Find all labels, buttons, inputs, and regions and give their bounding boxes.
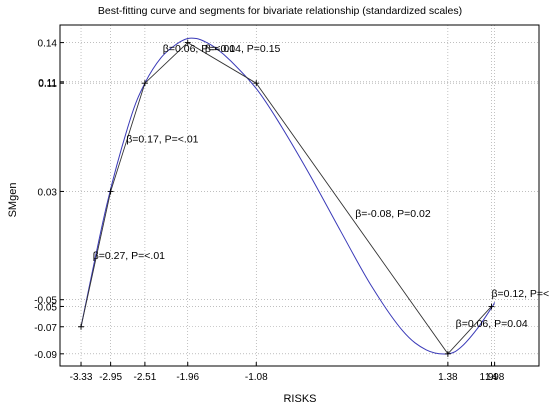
x-tick-label: -3.33 [70, 372, 93, 383]
y-axis-label: SMgen [7, 183, 19, 218]
y-tick-label: 0.03 [38, 187, 58, 198]
x-tick-label: 4 [492, 372, 498, 383]
segment-annotation: β=0.27, P=<.01 [93, 250, 165, 262]
y-tick-label: -0.05 [34, 302, 57, 313]
segment-point [488, 303, 495, 310]
segment-point [253, 80, 260, 87]
segment-point [184, 39, 191, 46]
segment-point [141, 80, 148, 87]
grid [60, 25, 539, 366]
annotations: β=0.27, P=<.01 β=0.17, P=<.01 β=0.06, P=<.… [93, 43, 550, 330]
segment-line [80, 42, 492, 355]
y-tick-label: 0.11 [38, 78, 57, 89]
segment-annotation: β=0.17, P=<.01 [126, 134, 198, 146]
x-tick-label: 1.98 [485, 372, 505, 383]
segment-annotation: β=0.06, P=<.01 [163, 43, 235, 55]
segment-annotation: β=0.06, P=0.04 [456, 318, 528, 330]
segment-annotation: β=-0.08, P=0.02 [355, 208, 431, 220]
x-tick-label: 1.38 [438, 372, 458, 383]
x-tick-label: -2.95 [99, 372, 122, 383]
segment-point [107, 188, 114, 195]
segment-annotation: β=0.12, P=<.01 [491, 288, 550, 300]
segment-point [78, 323, 85, 330]
x-axis-label: RISKS [283, 393, 316, 405]
y-tick-label: 0.11 [38, 79, 57, 90]
x-tick-label: -1.08 [245, 372, 268, 383]
segment-annotation: β=-0.04, P=0.15 [205, 43, 281, 55]
chart-title: Best-fitting curve and segments for biva… [98, 5, 462, 17]
plot-frame [59, 24, 540, 367]
plot-area [78, 37, 496, 357]
y-tick-label: -0.05 [34, 296, 57, 307]
x-tick-label: 1.9 [480, 372, 494, 383]
x-axis: -3.33 -2.95 -2.51 -1.96 -1.08 1.38 1.941.98 [70, 362, 505, 383]
segment-point [444, 350, 451, 357]
y-tick-label: -0.09 [34, 350, 57, 361]
x-tick-label: -2.51 [133, 372, 156, 383]
y-tick-label: 0.14 [38, 39, 58, 50]
x-tick-label: -1.96 [176, 372, 199, 383]
y-axis: -0.09-0.07-0.05-0.050.030.110.110.14 [34, 39, 64, 361]
y-tick-label: -0.07 [34, 323, 57, 334]
